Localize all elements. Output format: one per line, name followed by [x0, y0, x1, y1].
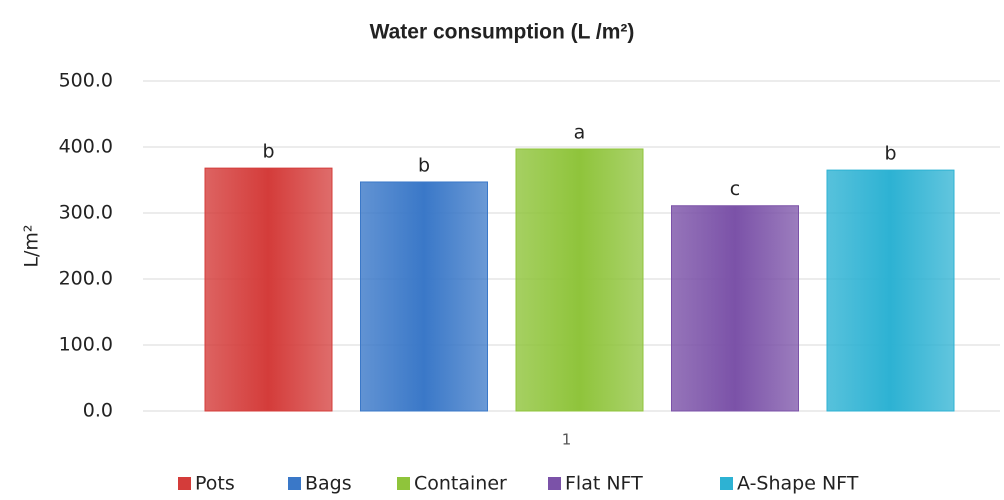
y-axis-label: L/m² — [21, 224, 43, 267]
legend-swatch — [720, 477, 733, 490]
legend-swatch — [288, 477, 301, 490]
legend-swatch — [397, 477, 410, 490]
legend-label: Pots — [195, 473, 235, 495]
bar-annotation: b — [884, 143, 896, 165]
y-tick-label: 100.0 — [59, 334, 113, 356]
legend-swatch — [548, 477, 561, 490]
bar-annotation: c — [730, 178, 740, 200]
bar-annotation: a — [574, 121, 586, 143]
y-tick-label: 400.0 — [59, 136, 113, 158]
legend-swatch — [178, 477, 191, 490]
bar — [515, 148, 644, 412]
legend-label: Container — [414, 473, 507, 495]
y-tick-label: 500.0 — [59, 70, 113, 92]
bar — [671, 205, 799, 412]
legend-label: Bags — [305, 473, 352, 495]
bar — [360, 181, 488, 412]
legend-label: A-Shape NFT — [737, 473, 859, 495]
y-tick-label: 300.0 — [59, 202, 113, 224]
x-tick-label: 1 — [562, 431, 572, 449]
bar-annotation: b — [418, 154, 430, 176]
legend-label: Flat NFT — [565, 473, 643, 495]
y-tick-label: 0.0 — [83, 400, 113, 422]
bar — [204, 167, 333, 412]
bar — [826, 169, 955, 412]
bar-annotation: b — [262, 141, 274, 163]
y-tick-label: 200.0 — [59, 268, 113, 290]
chart-title: Water consumption (L /m²) — [370, 21, 635, 44]
